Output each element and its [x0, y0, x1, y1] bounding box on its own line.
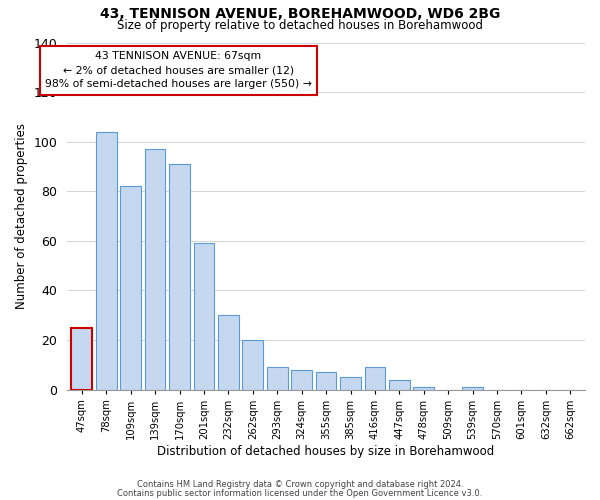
- Bar: [389, 380, 410, 390]
- Text: Contains public sector information licensed under the Open Government Licence v3: Contains public sector information licen…: [118, 488, 482, 498]
- Bar: [340, 377, 361, 390]
- Text: Contains HM Land Registry data © Crown copyright and database right 2024.: Contains HM Land Registry data © Crown c…: [137, 480, 463, 489]
- X-axis label: Distribution of detached houses by size in Borehamwood: Distribution of detached houses by size …: [157, 444, 495, 458]
- Bar: [242, 340, 263, 390]
- Bar: [462, 387, 483, 390]
- Bar: [169, 164, 190, 390]
- Bar: [120, 186, 141, 390]
- Bar: [316, 372, 337, 390]
- Bar: [413, 387, 434, 390]
- Bar: [218, 315, 239, 390]
- Bar: [145, 149, 166, 390]
- Bar: [194, 244, 214, 390]
- Text: 43 TENNISON AVENUE: 67sqm
← 2% of detached houses are smaller (12)
98% of semi-d: 43 TENNISON AVENUE: 67sqm ← 2% of detach…: [45, 51, 312, 89]
- Bar: [267, 367, 287, 390]
- Text: Size of property relative to detached houses in Borehamwood: Size of property relative to detached ho…: [117, 19, 483, 32]
- Text: 43, TENNISON AVENUE, BOREHAMWOOD, WD6 2BG: 43, TENNISON AVENUE, BOREHAMWOOD, WD6 2B…: [100, 8, 500, 22]
- Bar: [71, 328, 92, 390]
- Bar: [365, 367, 385, 390]
- Bar: [96, 132, 116, 390]
- Y-axis label: Number of detached properties: Number of detached properties: [15, 123, 28, 309]
- Bar: [291, 370, 312, 390]
